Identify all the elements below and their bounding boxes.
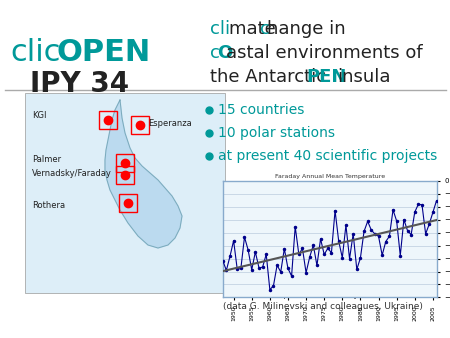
Text: 15 countries: 15 countries [218,103,304,117]
Text: PEN: PEN [306,68,346,86]
Text: Esperanza: Esperanza [148,119,192,127]
Text: OPEN: OPEN [57,38,151,67]
Text: IPY 34: IPY 34 [30,70,129,98]
Text: (data G. Milinevski and colleagues, Ukraine): (data G. Milinevski and colleagues, Ukra… [223,302,423,311]
Polygon shape [105,100,182,248]
Text: clic: clic [10,38,60,67]
Text: c: c [260,20,270,38]
Text: Rothera: Rothera [32,200,65,210]
Text: mate: mate [229,20,282,38]
Text: O: O [217,44,232,62]
Text: at present 40 scientific projects: at present 40 scientific projects [218,149,437,163]
Text: Mean air temperature  rise by  3°C since 1947: Mean air temperature rise by 3°C since 1… [223,290,433,299]
Text: the Antarctic: the Antarctic [210,68,332,86]
Title: Faraday Annual Mean Temperature: Faraday Annual Mean Temperature [274,174,385,179]
Text: cli: cli [210,20,230,38]
Text: Palmer: Palmer [32,155,61,165]
Text: 10 polar stations: 10 polar stations [218,126,335,140]
Text: Vernadsky/Faraday: Vernadsky/Faraday [32,169,112,177]
Text: insula: insula [337,68,391,86]
Text: c: c [210,44,220,62]
FancyBboxPatch shape [25,93,225,293]
Text: astal environments of: astal environments of [226,44,423,62]
Text: hange in: hange in [267,20,346,38]
Text: KGI: KGI [32,112,46,121]
